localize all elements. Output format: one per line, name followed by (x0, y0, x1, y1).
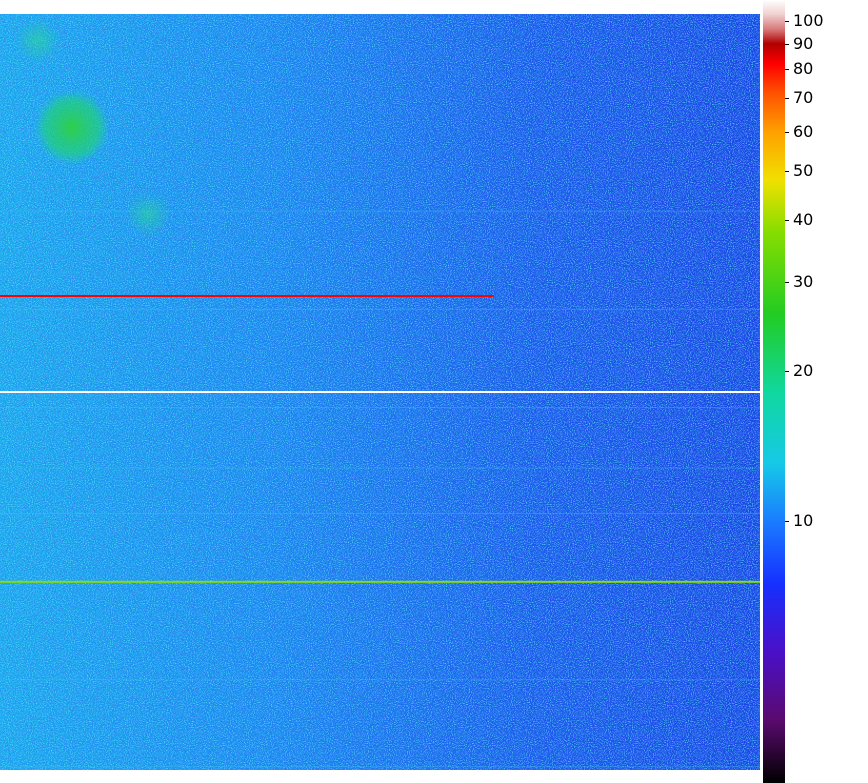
colorbar-tick-label: 90 (793, 33, 814, 53)
bright-blob (125, 191, 171, 238)
colorbar-tick-mark (785, 171, 789, 173)
colorbar-tick-mark (785, 98, 789, 100)
colorbar-tick-mark (785, 69, 789, 71)
bright-streak (0, 295, 494, 297)
colorbar (763, 0, 785, 783)
colorbar-tick-mark (785, 282, 789, 284)
colorbar-tick-label: 50 (793, 161, 814, 181)
colorbar-tick-label: 30 (793, 272, 814, 292)
bright-blob (15, 17, 61, 64)
colorbar-tick-mark (785, 131, 789, 133)
colorbar-tick-mark (785, 43, 789, 45)
detector-image-svg (0, 14, 760, 770)
colorbar-tick-label: 20 (793, 360, 814, 380)
colorbar-ticks: 10 20 30 40 50 60 70 80 90 100 (785, 0, 868, 783)
colorbar-tick-mark (785, 370, 789, 372)
colorbar-svg (763, 0, 785, 783)
colorbar-tick-mark (785, 521, 789, 523)
colorbar-tick-label: 10 (793, 511, 814, 531)
colorbar-tick-mark (785, 219, 789, 221)
colorbar-tick-label: 100 (793, 10, 824, 30)
faint-band (0, 679, 760, 681)
bright-streak (0, 391, 760, 393)
colorbar-tick-label: 80 (793, 59, 814, 79)
bright-blob (34, 89, 111, 166)
colorbar-gradient (763, 0, 785, 783)
colorbar-tick-label: 70 (793, 88, 814, 108)
faint-band (0, 766, 760, 768)
faint-band (0, 210, 760, 212)
bright-streak (0, 580, 760, 583)
faint-band (0, 308, 760, 310)
faint-band (0, 513, 760, 514)
image-features (0, 17, 760, 768)
colorbar-tick-label: 40 (793, 209, 814, 229)
faint-band (0, 407, 760, 409)
colorbar-tick-label: 60 (793, 121, 814, 141)
faint-band (0, 467, 760, 469)
detector-image (0, 14, 760, 770)
colorbar-tick-mark (785, 20, 789, 22)
